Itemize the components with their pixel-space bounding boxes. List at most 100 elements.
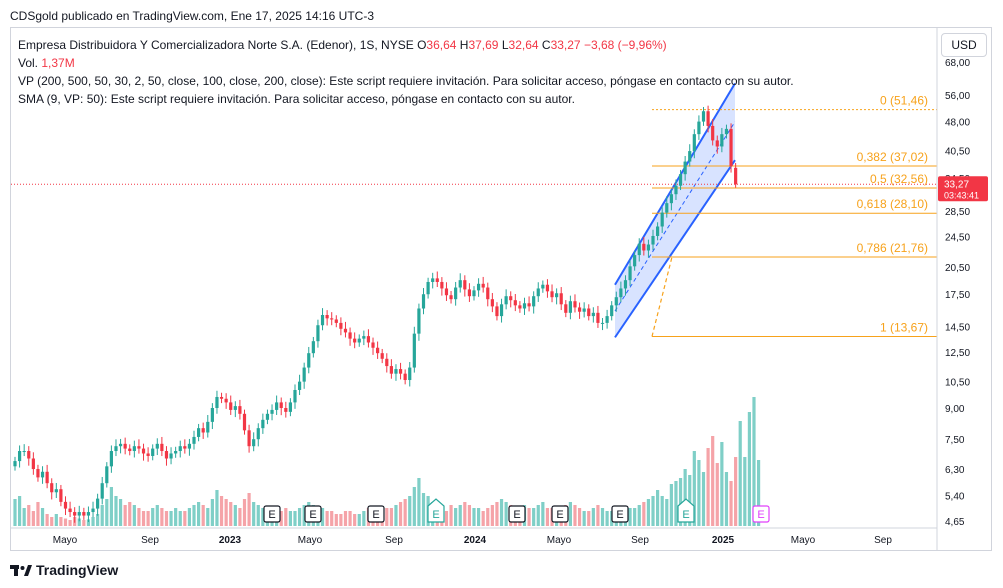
volume-bar xyxy=(297,508,302,526)
y-tick-label: 12,50 xyxy=(945,348,970,359)
last-price-countdown: 03:43:41 xyxy=(944,190,979,200)
candle-body xyxy=(499,304,504,317)
high-value: 37,69 xyxy=(468,38,499,52)
volume-bar xyxy=(734,457,738,526)
candle-body xyxy=(224,398,228,403)
y-tick-label: 17,50 xyxy=(945,290,970,301)
candle-body xyxy=(91,508,95,513)
volume-bar xyxy=(320,508,325,526)
volume-label: Vol. xyxy=(18,56,39,70)
volume-bar xyxy=(683,469,687,526)
candle-body xyxy=(550,291,554,298)
candle-body xyxy=(504,296,508,305)
candle-body xyxy=(577,307,582,312)
candle-body xyxy=(169,453,173,459)
candle-body xyxy=(724,128,729,135)
volume-bar xyxy=(646,499,651,526)
volume-bar xyxy=(545,508,550,526)
candle-body xyxy=(683,161,687,175)
earnings-marker[interactable]: E xyxy=(304,505,322,523)
candle-body xyxy=(371,342,375,348)
tradingview-footer[interactable]: TradingView xyxy=(10,562,118,578)
volume-bar xyxy=(219,496,224,526)
earnings-marker[interactable]: E xyxy=(367,505,385,523)
candle-body xyxy=(261,419,265,429)
volume-bar xyxy=(36,502,40,526)
volume-bar xyxy=(541,502,545,526)
volume-bar xyxy=(178,511,182,526)
volume-bar xyxy=(96,514,100,526)
candle-body xyxy=(582,308,586,312)
volume-bar xyxy=(233,505,237,526)
volume-row: Vol. 1,37M xyxy=(18,54,794,72)
candle-body xyxy=(54,489,58,493)
volume-bar xyxy=(54,514,58,526)
open-label: O xyxy=(417,38,427,52)
volume-bar xyxy=(605,511,609,526)
candle-body xyxy=(688,151,692,162)
earnings-marker[interactable]: E xyxy=(677,498,695,523)
volume-bar xyxy=(532,508,536,526)
candle-body xyxy=(316,325,320,342)
x-tick-label: 2023 xyxy=(219,535,242,546)
volume-bar xyxy=(105,499,109,526)
fib-level-label: 0,382 (37,02) xyxy=(857,150,928,164)
volume-bar xyxy=(206,508,210,526)
sma-indicator-row[interactable]: SMA (9, VP: 50): Este script requiere in… xyxy=(18,92,575,106)
last-price-value: 33,27 xyxy=(944,179,969,190)
earnings-marker[interactable]: E xyxy=(263,505,281,523)
candle-body xyxy=(614,297,618,306)
candle-body xyxy=(518,305,522,309)
volume-bar xyxy=(577,508,582,526)
volume-bar xyxy=(183,511,187,526)
earnings-marker[interactable]: E xyxy=(427,498,445,523)
volume-bar xyxy=(31,511,35,526)
volume-bar xyxy=(385,508,389,526)
y-tick-label: 7,50 xyxy=(945,435,965,446)
candle-body xyxy=(513,300,517,306)
candle-body xyxy=(454,287,458,300)
volume-bar xyxy=(174,508,178,526)
vp-indicator-row[interactable]: VP (200, 500, 50, 30, 2, 50, close, 100,… xyxy=(18,74,794,88)
currency-button[interactable]: USD xyxy=(941,33,987,57)
volume-bar xyxy=(674,481,678,526)
volume-bar xyxy=(706,448,710,526)
candle-body xyxy=(444,288,449,296)
candle-body xyxy=(105,466,109,484)
earnings-marker[interactable]: E xyxy=(551,505,569,523)
volume-bar xyxy=(637,505,641,526)
y-tick-label: 10,50 xyxy=(945,378,970,389)
fib-level-label: 1 (13,67) xyxy=(880,320,928,334)
earnings-marker[interactable]: E xyxy=(752,505,770,523)
candle-body xyxy=(421,294,426,309)
candle-body xyxy=(210,408,214,422)
volume-bar xyxy=(633,508,637,526)
volume-bar xyxy=(449,505,453,526)
candle-body xyxy=(320,315,325,326)
chart-frame[interactable] xyxy=(10,27,992,551)
earnings-marker[interactable]: E xyxy=(508,505,526,523)
y-tick-label: 6,30 xyxy=(945,465,965,476)
candle-body xyxy=(275,402,279,410)
candle-body xyxy=(330,318,334,320)
volume-bar xyxy=(224,499,228,526)
candle-body xyxy=(463,280,467,290)
candle-body xyxy=(490,299,494,307)
publisher-caption: CDSgold publicado en TradingView.com, En… xyxy=(10,9,375,23)
volume-bar xyxy=(210,499,214,526)
volume-bar xyxy=(17,496,22,526)
volume-bar xyxy=(343,511,348,526)
volume-bar xyxy=(665,499,669,526)
volume-bar xyxy=(63,518,68,526)
volume-bar xyxy=(252,502,256,526)
x-tick-label: Sep xyxy=(631,535,649,546)
candle-body xyxy=(192,436,196,444)
candle-body xyxy=(50,483,54,493)
earnings-marker[interactable]: E xyxy=(611,505,629,523)
candle-body xyxy=(187,443,192,449)
x-tick-label: 2025 xyxy=(712,535,735,546)
candle-body xyxy=(197,428,201,437)
earnings-label: E xyxy=(432,509,439,521)
candle-body xyxy=(458,280,462,288)
